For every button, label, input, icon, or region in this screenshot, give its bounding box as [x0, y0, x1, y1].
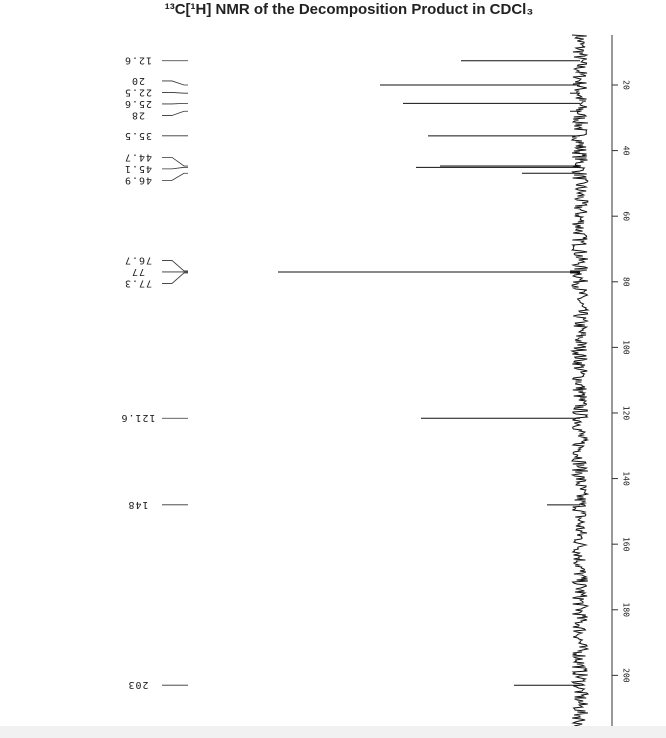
peak-label: 12.6 [124, 55, 152, 66]
leader-line [162, 166, 188, 170]
tick-label: 140 [622, 471, 631, 486]
leader-line [162, 102, 188, 105]
peak-label: 45.1 [124, 163, 152, 174]
chart-title: ¹³C[¹H] NMR of the Decomposition Product… [165, 1, 534, 18]
leader-line [162, 80, 188, 86]
peak-label: 35.5 [124, 130, 152, 141]
peak-label: 44.7 [124, 151, 152, 162]
tick-label: 160 [622, 537, 631, 552]
leader-line [162, 272, 188, 284]
tick-label: 100 [622, 340, 631, 355]
tick-label: 40 [622, 146, 631, 156]
peak-label: 77.3 [124, 277, 152, 288]
peak-label: 203 [127, 679, 148, 690]
tick-label: 120 [622, 406, 631, 421]
peak-label: 28 [131, 109, 145, 120]
bottom-strip [0, 726, 666, 738]
leader-line [162, 260, 188, 272]
peak-label: 20 [131, 75, 145, 86]
peak-label: 22.5 [124, 86, 152, 97]
leader-line [162, 172, 188, 181]
baseline-noise [570, 34, 590, 738]
leader-line [162, 92, 188, 94]
tick-label: 200 [622, 668, 631, 683]
leader-line [162, 156, 188, 167]
peak-label: 148 [127, 499, 148, 510]
peak-label: 25.6 [124, 98, 152, 109]
tick-label: 180 [622, 603, 631, 618]
peak-label: 121.6 [120, 412, 155, 423]
leader-line [162, 110, 188, 116]
peak-label: 77 [131, 266, 145, 277]
tick-label: 20 [622, 80, 631, 90]
peak-label: 76.7 [124, 254, 152, 265]
tick-label: 80 [622, 277, 631, 287]
tick-label: 60 [622, 211, 631, 221]
peak-label: 46.9 [124, 174, 152, 185]
